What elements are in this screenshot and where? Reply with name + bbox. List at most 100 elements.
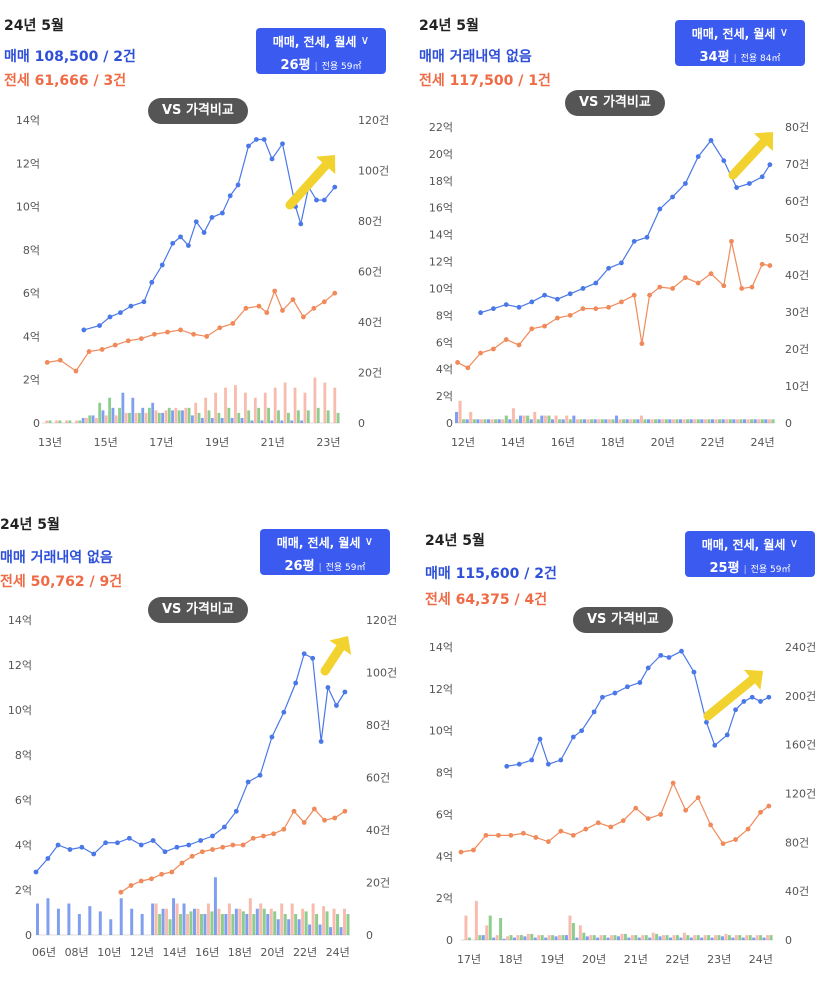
data-point-sale[interactable] bbox=[759, 174, 765, 180]
data-point-sale[interactable] bbox=[612, 690, 618, 696]
data-point-sale[interactable] bbox=[118, 310, 123, 316]
data-point-sale[interactable] bbox=[150, 838, 156, 843]
data-point-sale[interactable] bbox=[516, 761, 522, 767]
data-point-sale[interactable] bbox=[683, 181, 688, 186]
data-point-jeonse[interactable] bbox=[721, 283, 727, 289]
data-point-jeonse[interactable] bbox=[321, 299, 327, 305]
data-point-jeonse[interactable] bbox=[272, 288, 278, 294]
vs-compare-button[interactable]: VS 가격비교 bbox=[148, 98, 248, 124]
data-point-jeonse[interactable] bbox=[767, 263, 773, 268]
data-point-jeonse[interactable] bbox=[199, 849, 205, 855]
data-point-jeonse[interactable] bbox=[570, 832, 576, 838]
data-point-sale[interactable] bbox=[542, 292, 547, 298]
data-point-jeonse[interactable] bbox=[169, 869, 175, 875]
data-point-sale[interactable] bbox=[298, 221, 304, 227]
data-point-sale[interactable] bbox=[235, 182, 241, 188]
data-point-sale[interactable] bbox=[281, 709, 287, 715]
data-point-sale[interactable] bbox=[246, 143, 251, 149]
data-point-sale[interactable] bbox=[174, 844, 180, 850]
data-point-jeonse[interactable] bbox=[733, 837, 738, 842]
data-point-jeonse[interactable] bbox=[729, 238, 734, 244]
data-point-jeonse[interactable] bbox=[595, 820, 601, 826]
data-point-sale[interactable] bbox=[162, 849, 168, 855]
data-point-sale[interactable] bbox=[567, 291, 573, 297]
data-point-sale[interactable] bbox=[712, 742, 718, 748]
data-point-sale[interactable] bbox=[185, 243, 191, 248]
data-point-sale[interactable] bbox=[210, 833, 215, 839]
data-point-jeonse[interactable] bbox=[138, 878, 144, 884]
data-point-sale[interactable] bbox=[91, 851, 97, 857]
data-point-sale[interactable] bbox=[128, 303, 134, 309]
data-point-sale[interactable] bbox=[749, 694, 755, 700]
data-point-jeonse[interactable] bbox=[332, 290, 338, 296]
data-point-sale[interactable] bbox=[201, 230, 207, 235]
data-point-sale[interactable] bbox=[545, 761, 551, 767]
data-point-jeonse[interactable] bbox=[217, 325, 223, 331]
data-point-sale[interactable] bbox=[600, 694, 605, 700]
data-point-sale[interactable] bbox=[141, 299, 147, 305]
data-point-sale[interactable] bbox=[159, 262, 165, 268]
data-point-jeonse[interactable] bbox=[281, 826, 287, 832]
data-point-sale[interactable] bbox=[606, 265, 611, 271]
data-point-sale[interactable] bbox=[222, 824, 227, 830]
data-point-sale[interactable] bbox=[115, 840, 120, 846]
data-point-sale[interactable] bbox=[491, 306, 496, 312]
data-point-sale[interactable] bbox=[733, 707, 738, 713]
data-point-sale[interactable] bbox=[318, 739, 324, 744]
data-point-sale[interactable] bbox=[529, 299, 535, 305]
data-point-sale[interactable] bbox=[558, 757, 564, 763]
data-point-jeonse[interactable] bbox=[491, 346, 496, 352]
data-point-jeonse[interactable] bbox=[311, 305, 317, 311]
data-point-sale[interactable] bbox=[695, 154, 701, 160]
trade-type-filter-button[interactable]: 매매, 전세, 월세 ∨ 26평 | 전용 59㎡ bbox=[260, 529, 390, 575]
data-point-sale[interactable] bbox=[619, 260, 624, 266]
data-point-jeonse[interactable] bbox=[322, 817, 327, 823]
data-point-jeonse[interactable] bbox=[189, 853, 195, 859]
data-point-sale[interactable] bbox=[593, 280, 599, 286]
data-point-jeonse[interactable] bbox=[311, 806, 317, 812]
data-point-jeonse[interactable] bbox=[471, 847, 476, 853]
data-point-sale[interactable] bbox=[198, 838, 204, 843]
data-point-sale[interactable] bbox=[679, 648, 684, 654]
data-point-sale[interactable] bbox=[637, 680, 643, 685]
data-point-jeonse[interactable] bbox=[478, 350, 483, 356]
data-point-sale[interactable] bbox=[321, 197, 327, 203]
data-point-jeonse[interactable] bbox=[606, 304, 611, 310]
data-point-jeonse[interactable] bbox=[745, 826, 751, 832]
data-point-sale[interactable] bbox=[504, 763, 510, 769]
data-point-sale[interactable] bbox=[253, 137, 259, 142]
data-point-jeonse[interactable] bbox=[44, 360, 50, 365]
data-point-sale[interactable] bbox=[193, 219, 199, 225]
data-point-jeonse[interactable] bbox=[240, 842, 246, 848]
data-point-sale[interactable] bbox=[310, 655, 316, 661]
data-point-sale[interactable] bbox=[747, 181, 752, 186]
data-point-sale[interactable] bbox=[570, 734, 576, 740]
data-point-jeonse[interactable] bbox=[220, 844, 226, 850]
data-point-jeonse[interactable] bbox=[633, 805, 639, 811]
data-point-jeonse[interactable] bbox=[516, 342, 522, 348]
vs-compare-button[interactable]: VS 가격비교 bbox=[573, 607, 673, 633]
data-point-sale[interactable] bbox=[79, 844, 85, 850]
data-point-sale[interactable] bbox=[269, 156, 275, 162]
data-point-sale[interactable] bbox=[657, 206, 663, 212]
data-point-jeonse[interactable] bbox=[99, 347, 105, 352]
data-point-jeonse[interactable] bbox=[759, 261, 765, 267]
data-point-jeonse[interactable] bbox=[521, 830, 526, 836]
data-point-sale[interactable] bbox=[334, 703, 339, 708]
data-point-sale[interactable] bbox=[107, 314, 113, 320]
data-point-sale[interactable] bbox=[708, 138, 714, 143]
vs-compare-button[interactable]: VS 가격비교 bbox=[565, 90, 665, 116]
data-point-sale[interactable] bbox=[580, 286, 586, 291]
data-point-sale[interactable] bbox=[269, 734, 275, 740]
data-point-sale[interactable] bbox=[503, 302, 509, 307]
data-point-sale[interactable] bbox=[293, 680, 299, 686]
data-point-jeonse[interactable] bbox=[191, 331, 197, 337]
data-point-sale[interactable] bbox=[516, 304, 522, 310]
data-point-sale[interactable] bbox=[767, 162, 773, 168]
data-point-jeonse[interactable] bbox=[301, 314, 306, 320]
data-point-jeonse[interactable] bbox=[271, 831, 277, 837]
data-point-jeonse[interactable] bbox=[619, 299, 624, 305]
data-point-jeonse[interactable] bbox=[112, 342, 118, 348]
data-point-sale[interactable] bbox=[227, 193, 233, 199]
data-point-jeonse[interactable] bbox=[250, 835, 256, 841]
